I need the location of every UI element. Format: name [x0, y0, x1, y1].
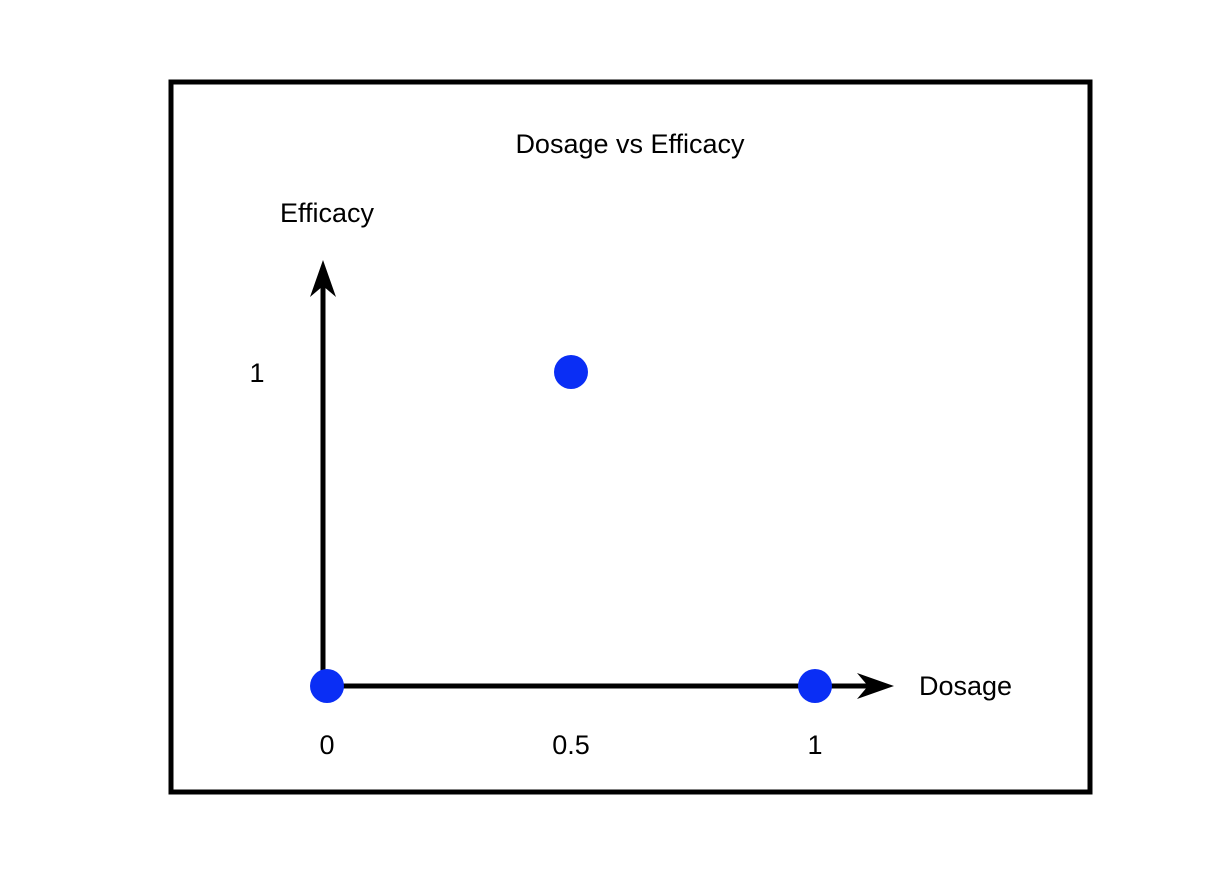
chart-frame: [168, 79, 1093, 795]
x-tick-label: 0: [319, 730, 334, 760]
y-axis-label: Efficacy: [280, 198, 375, 228]
data-points: [310, 355, 832, 703]
x-axis-arrowhead: [857, 673, 894, 699]
y-tick-labels: 1: [249, 358, 264, 388]
y-axis-arrowhead: [310, 260, 336, 297]
data-point: [310, 669, 344, 703]
x-tick-label: 1: [807, 730, 822, 760]
chart-title: Dosage vs Efficacy: [515, 129, 745, 159]
x-axis-label: Dosage: [919, 671, 1012, 701]
x-tick-label: 0.5: [552, 730, 590, 760]
x-tick-labels: 0 0.5 1: [319, 730, 822, 760]
data-point: [798, 669, 832, 703]
y-tick-label: 1: [249, 358, 264, 388]
data-point: [554, 355, 588, 389]
